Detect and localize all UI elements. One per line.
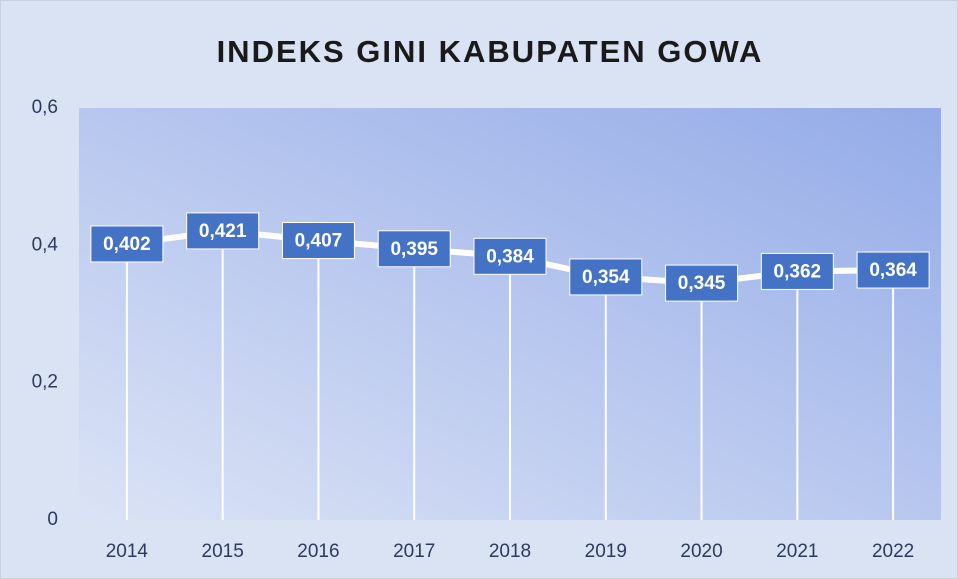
x-tick-label: 2021	[776, 541, 818, 562]
x-tick-label: 2018	[489, 541, 531, 562]
data-label-box	[569, 258, 643, 296]
data-label-box	[90, 225, 164, 263]
data-label-box	[281, 222, 355, 260]
data-label-box	[473, 237, 547, 275]
data-label: 0,364	[869, 260, 917, 281]
x-tick-label: 2016	[297, 541, 339, 562]
y-tick-label: 0,2	[32, 372, 58, 393]
data-label: 0,395	[390, 239, 438, 260]
data-label-box	[856, 251, 930, 289]
data-label-box	[186, 212, 260, 250]
x-tick-label: 2017	[393, 541, 435, 562]
data-label: 0,407	[295, 231, 343, 252]
chart-title: INDEKS GINI KABUPATEN GOWA	[217, 34, 764, 69]
data-label: 0,362	[774, 261, 822, 282]
data-label: 0,384	[486, 246, 534, 267]
data-label: 0,354	[582, 267, 630, 288]
data-label-box	[377, 230, 451, 268]
data-label: 0,421	[199, 221, 247, 242]
y-tick-label: 0	[47, 509, 58, 530]
x-tick-label: 2015	[202, 541, 244, 562]
y-tick-label: 0,4	[32, 234, 59, 255]
x-tick-label: 2014	[106, 541, 149, 562]
data-label: 0,402	[103, 234, 151, 255]
x-tick-label: 2019	[585, 541, 627, 562]
data-label-box	[665, 264, 739, 302]
data-label: 0,345	[678, 273, 726, 294]
y-tick-label: 0,6	[32, 97, 58, 118]
x-tick-label: 2020	[680, 541, 722, 562]
data-label-box	[760, 252, 834, 290]
x-tick-label: 2022	[872, 541, 914, 562]
